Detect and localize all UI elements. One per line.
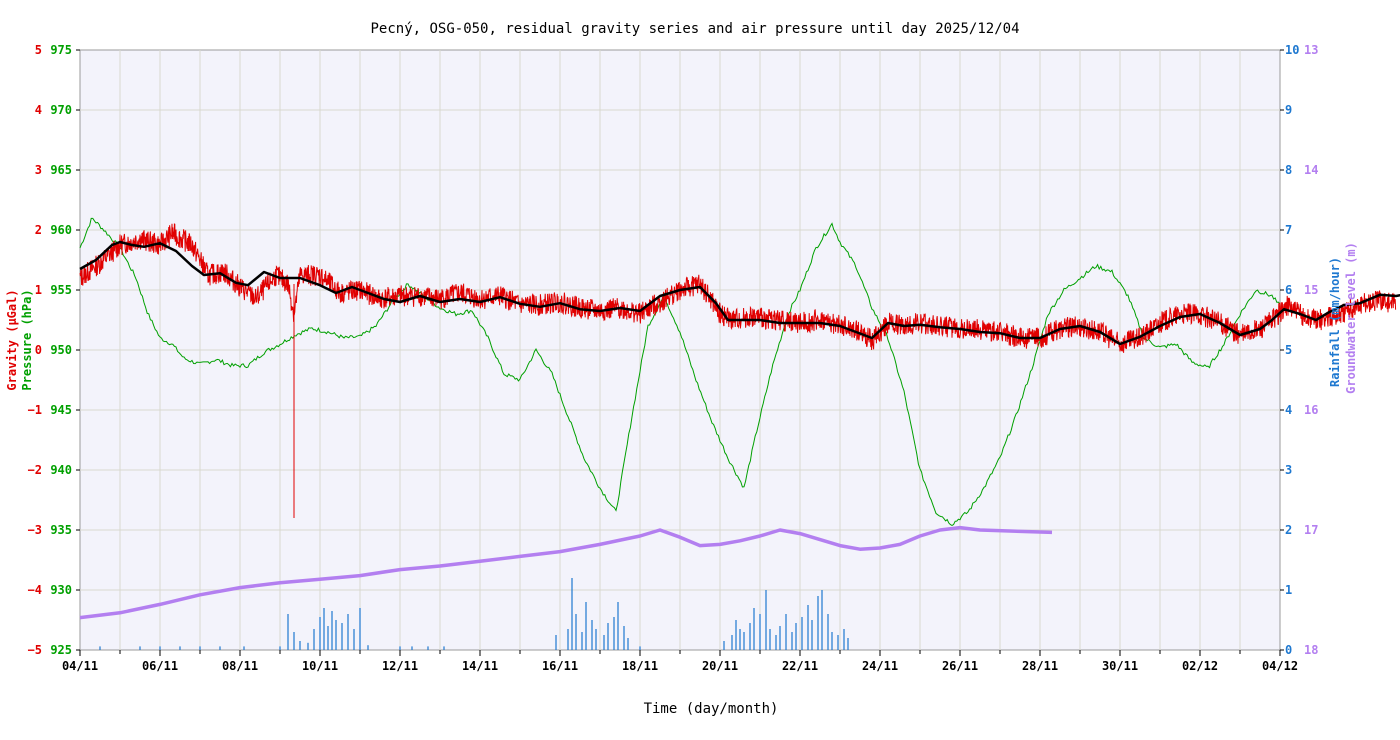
gravity-tick-label: 0: [35, 343, 42, 357]
gravity-tick-label: 5: [35, 43, 42, 57]
x-tick-label: 26/11: [942, 659, 978, 673]
rainfall-tick-label: 2: [1285, 523, 1292, 537]
pressure-tick-label: 970: [50, 103, 72, 117]
x-tick-label: 16/11: [542, 659, 578, 673]
rainfall-tick-label: 4: [1285, 403, 1292, 417]
rainfall-tick-label: 10: [1285, 43, 1299, 57]
gravity-tick-label: −1: [28, 403, 42, 417]
gravity-tick-label: −3: [28, 523, 42, 537]
x-tick-label: 02/12: [1182, 659, 1218, 673]
rainfall-tick-label: 3: [1285, 463, 1292, 477]
pressure-tick-label: 935: [50, 523, 72, 537]
rainfall-tick-label: 0: [1285, 643, 1292, 657]
x-tick-label: 04/12: [1262, 659, 1298, 673]
rainfall-axis-label: Rainfall (mm/hour): [1328, 257, 1342, 387]
pressure-tick-label: 940: [50, 463, 72, 477]
x-tick-label: 22/11: [782, 659, 818, 673]
groundwater-tick-label: 16: [1304, 403, 1318, 417]
pressure-tick-label: 945: [50, 403, 72, 417]
series-group: [79, 217, 1400, 620]
gravity-tick-label: −2: [28, 463, 42, 477]
chart-title: Pecný, OSG-050, residual gravity series …: [370, 21, 1019, 37]
x-tick-label: 10/11: [302, 659, 338, 673]
pressure-tick-label: 960: [50, 223, 72, 237]
x-tick-label: 24/11: [862, 659, 898, 673]
pressure-tick-label: 930: [50, 583, 72, 597]
pressure-tick-label: 975: [50, 43, 72, 57]
rainfall-tick-label: 6: [1285, 283, 1292, 297]
gravity-line: [79, 223, 1397, 353]
x-axis: 04/11 06/11 08/11 10/11 12/11 14/11 16/11 18/11…: [62, 650, 1298, 673]
gravity-axis-label: Gravity (μGal): [5, 289, 19, 390]
x-axis-label: Time (day/month): [644, 701, 779, 717]
x-tick-label: 14/11: [462, 659, 498, 673]
x-tick-label: 18/11: [622, 659, 658, 673]
rainfall-tick-label: 9: [1285, 103, 1292, 117]
pressure-tick-label: 965: [50, 163, 72, 177]
rainfall-tick-label: 5: [1285, 343, 1292, 357]
groundwater-axis-label: Groundwater level (m): [1344, 242, 1358, 394]
pressure-axis-label: Pressure (hPa): [20, 289, 34, 390]
groundwater-line: [79, 525, 1053, 620]
groundwater-tick-label: 14: [1304, 163, 1318, 177]
x-tick-label: 12/11: [382, 659, 418, 673]
rainfall-tick-label: 8: [1285, 163, 1292, 177]
gravity-tick-label: 2: [35, 223, 42, 237]
x-tick-label: 06/11: [142, 659, 178, 673]
pressure-tick-label: 925: [50, 643, 72, 657]
pressure-line: [79, 217, 1281, 526]
gravity-smoothed-line: [79, 240, 1400, 346]
x-tick-label: 28/11: [1022, 659, 1058, 673]
gravity-tick-label: 4: [35, 103, 42, 117]
groundwater-tick-label: 15: [1304, 283, 1318, 297]
x-tick-label: 04/11: [62, 659, 98, 673]
groundwater-tick-label: 17: [1304, 523, 1318, 537]
grid: [80, 50, 1280, 650]
pressure-tick-label: 950: [50, 343, 72, 357]
gravity-tick-label: 3: [35, 163, 42, 177]
gravity-tick-label: 1: [35, 283, 42, 297]
pressure-tick-label: 955: [50, 283, 72, 297]
groundwater-tick-label: 13: [1304, 43, 1318, 57]
x-tick-label: 20/11: [702, 659, 738, 673]
groundwater-tick-label: 18: [1304, 643, 1318, 657]
y-axes: 543210−1−2−3−4−5975970965960955950945940…: [28, 43, 1319, 657]
x-tick-label: 08/11: [222, 659, 258, 673]
rainfall-tick-label: 1: [1285, 583, 1292, 597]
gravity-tick-label: −4: [28, 583, 42, 597]
x-tick-label: 30/11: [1102, 659, 1138, 673]
rainfall-series: [99, 578, 849, 650]
rainfall-tick-label: 7: [1285, 223, 1292, 237]
gravity-tick-label: −5: [28, 643, 42, 657]
